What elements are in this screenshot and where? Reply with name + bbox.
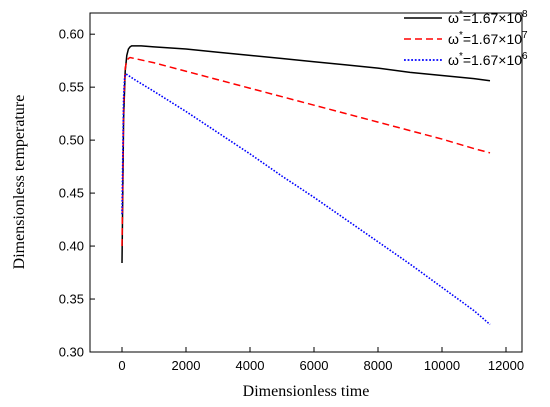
- plot-frame: [89, 12, 523, 353]
- x-tick-label: 12000: [488, 358, 524, 373]
- x-tick-label: 10000: [424, 358, 460, 373]
- series-lines: [121, 45, 491, 326]
- y-tick-label: 0.35: [59, 292, 84, 307]
- y-tick-label: 0.30: [59, 345, 84, 360]
- y-tick-label: 0.45: [59, 186, 84, 201]
- y-axis: 0.30 0.35 0.40 0.45 0.50 0.55 0.60: [59, 27, 95, 360]
- y-tick-label: 0.60: [59, 27, 84, 42]
- x-tick-label: 0: [118, 358, 125, 373]
- series-line-2: [121, 56, 491, 247]
- legend-label-1: ω*=1.67×108: [448, 9, 528, 26]
- legend: ω*=1.67×108 ω*=1.67×107 ω*=1.67×106: [404, 9, 528, 68]
- legend-label-3: ω*=1.67×106: [448, 51, 528, 68]
- y-axis-title: Dimensionless temperature: [11, 95, 28, 270]
- x-tick-label: 2000: [172, 358, 201, 373]
- series-line-1: [121, 45, 491, 264]
- series-line-3: [121, 73, 491, 326]
- x-axis: 0 2000 4000 6000 8000 10000 12000: [118, 347, 524, 373]
- y-tick-label: 0.55: [59, 80, 84, 95]
- x-tick-label: 6000: [300, 358, 329, 373]
- x-tick-label: 4000: [236, 358, 265, 373]
- x-axis-title: Dimensionless time: [243, 383, 370, 400]
- x-tick-label: 8000: [364, 358, 393, 373]
- y-tick-label: 0.40: [59, 239, 84, 254]
- y-tick-label: 0.50: [59, 133, 84, 148]
- legend-label-2: ω*=1.67×107: [448, 30, 528, 47]
